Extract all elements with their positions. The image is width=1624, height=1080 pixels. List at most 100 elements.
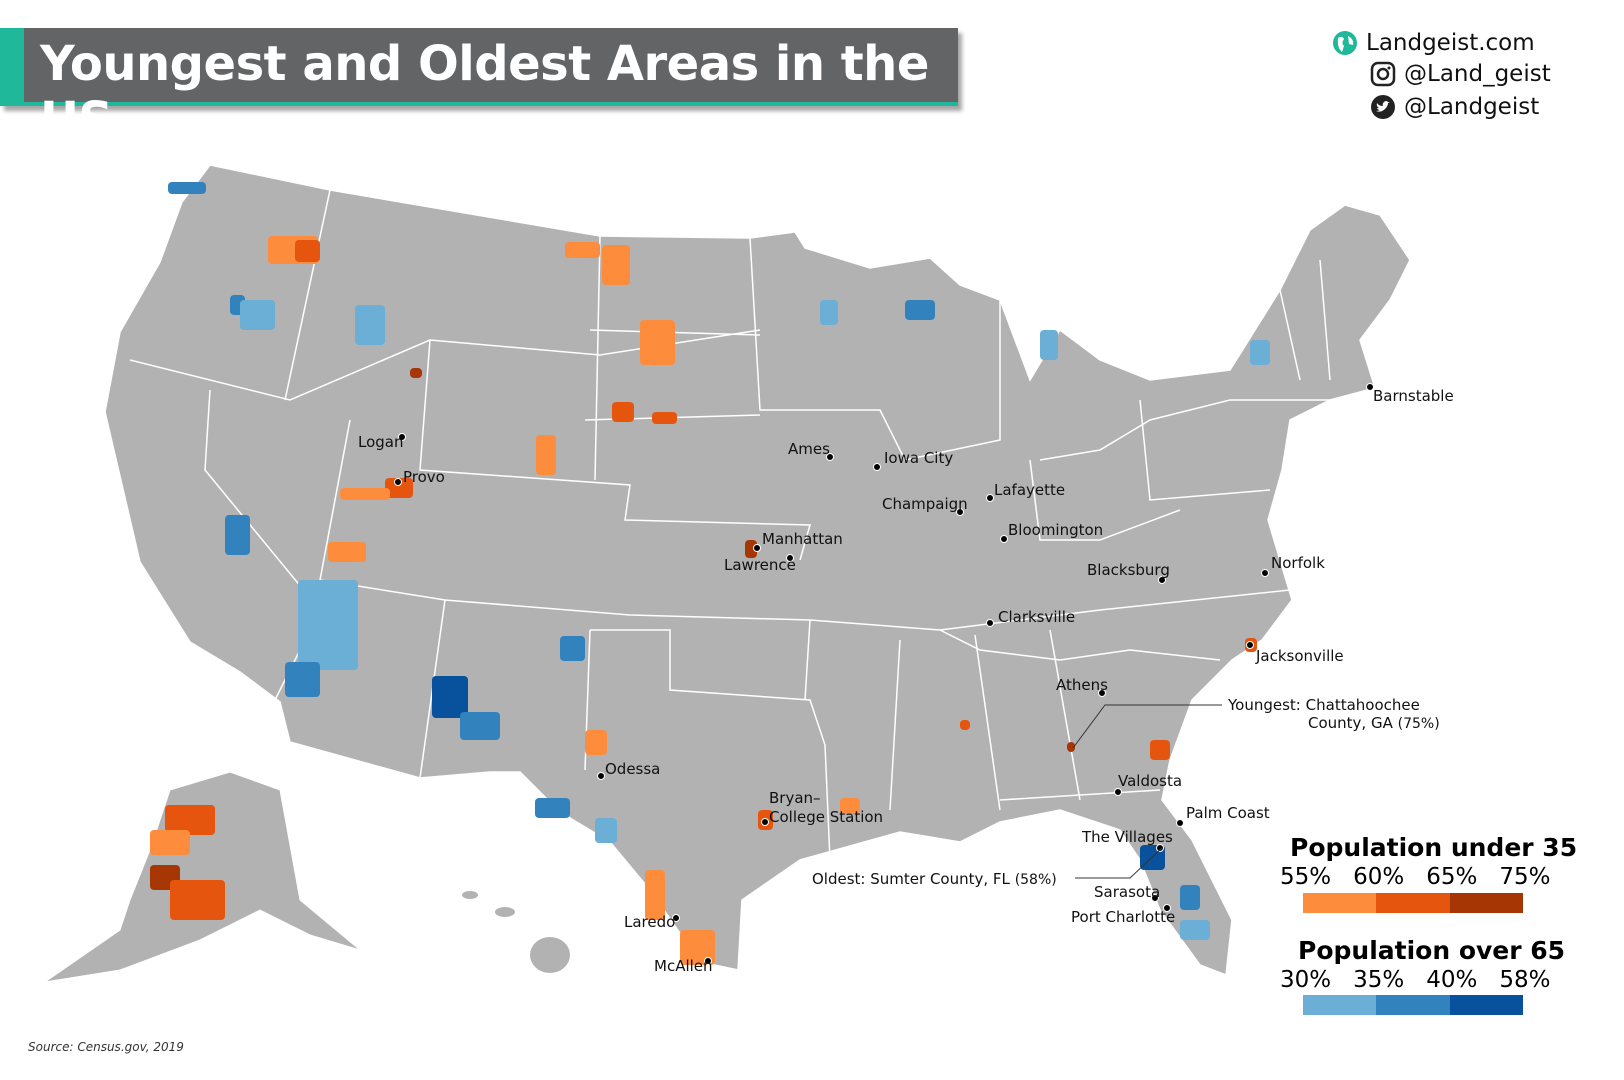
tick: 75%	[1499, 864, 1551, 890]
tick: 55%	[1280, 864, 1332, 890]
city-label: Athens	[1056, 676, 1108, 694]
county-patch	[595, 818, 617, 843]
legend-old-title: Population over 65	[1298, 936, 1566, 965]
city-dot	[826, 453, 834, 461]
county-patches	[150, 182, 1270, 965]
county-patch	[460, 712, 500, 740]
county-patch	[905, 300, 935, 320]
city-dot	[1098, 689, 1106, 697]
county-patch	[165, 805, 215, 835]
city-dot	[1151, 894, 1159, 902]
youngest-name: Chattahoochee	[1306, 696, 1420, 714]
county-patch	[298, 580, 358, 670]
youngest-value: (75%)	[1398, 716, 1440, 732]
twitter-icon	[1371, 95, 1395, 119]
county-patch	[240, 300, 275, 330]
city-label: The Villages	[1081, 828, 1173, 846]
city-label: Barnstable	[1373, 387, 1454, 405]
county-patch	[565, 242, 600, 258]
oldest-label: Oldest:	[812, 870, 865, 888]
tick: 30%	[1280, 967, 1332, 993]
oldest-value: (58%)	[1015, 872, 1057, 888]
city-label: Ames	[788, 440, 830, 458]
city-dot	[394, 478, 402, 486]
tick: 60%	[1353, 864, 1405, 890]
city-label: Port Charlotte	[1071, 908, 1175, 926]
county-patch	[560, 636, 585, 661]
city-label: Jacksonville	[1255, 647, 1344, 665]
city-dot	[398, 433, 406, 441]
county-patch	[225, 515, 250, 555]
legend-young-ticks: 55% 60% 65% 75%	[1280, 864, 1551, 890]
instagram-text: @Land_geist	[1404, 61, 1551, 87]
county-patch	[355, 305, 385, 345]
county-patch	[820, 300, 838, 325]
county-patch	[410, 368, 422, 378]
page-title: Youngest and Oldest Areas in the US	[40, 36, 929, 148]
legend-old-bar	[1303, 995, 1523, 1015]
county-patch	[680, 930, 715, 965]
county-patch	[640, 320, 675, 365]
youngest-label: Youngest:	[1227, 696, 1301, 714]
annotation-leaders	[1072, 704, 1222, 879]
city-dot	[786, 554, 794, 562]
hawaii	[462, 891, 570, 973]
city-dot	[1366, 383, 1374, 391]
city-label: Norfolk	[1271, 554, 1325, 572]
county-patch	[170, 880, 225, 920]
tick: 40%	[1426, 967, 1478, 993]
brand-twitter: @Landgeist	[1370, 94, 1539, 120]
city-label: Bryan–	[769, 789, 821, 807]
county-patch	[1180, 885, 1200, 910]
city-markers: Barnstable Logan Provo Ames Iowa City Lafayet…	[358, 383, 1454, 975]
youngest-name2: County, GA	[1308, 714, 1394, 732]
city-label: Lawrence	[724, 556, 796, 574]
city-dot	[1158, 576, 1166, 584]
alaska	[44, 771, 361, 983]
county-patch	[385, 478, 413, 498]
county-patch	[432, 676, 468, 718]
city-label: Blacksburg	[1087, 561, 1170, 579]
city-dot	[1261, 569, 1269, 577]
brand-website: Landgeist.com	[1332, 30, 1535, 56]
city-dot	[761, 818, 769, 826]
county-patch	[612, 402, 634, 422]
city-dot	[672, 914, 680, 922]
city-dot	[1156, 844, 1164, 852]
city-label: Odessa	[605, 760, 660, 778]
city-dot	[986, 619, 994, 627]
county-patch	[340, 488, 390, 500]
city-dot	[873, 463, 881, 471]
website-text: Landgeist.com	[1366, 30, 1535, 56]
brand-instagram: @Land_geist	[1370, 61, 1551, 87]
svg-text:County, GA (75%): County, GA (75%)	[1308, 714, 1440, 732]
county-patch	[1150, 740, 1170, 760]
county-patch	[328, 542, 366, 562]
city-label: Champaign	[882, 495, 968, 513]
city-dot	[1246, 641, 1254, 649]
county-patch	[645, 870, 665, 920]
city-label: Palm Coast	[1186, 804, 1270, 822]
city-dot	[597, 772, 605, 780]
county-patch	[150, 830, 190, 855]
city-label: McAllen	[654, 957, 713, 975]
city-label: Laredo	[624, 913, 675, 931]
source-note: Source: Census.gov, 2019	[28, 1040, 184, 1054]
county-patch	[960, 720, 970, 730]
county-patch	[745, 540, 757, 558]
city-dot	[1000, 535, 1008, 543]
svg-text:Youngest: Chattahoochee: Youngest: Chattahoochee	[1227, 696, 1420, 714]
city-dot	[1163, 904, 1171, 912]
county-patch	[1250, 340, 1270, 365]
county-patch	[840, 798, 860, 814]
city-label: Provo	[403, 468, 445, 486]
county-patch	[1067, 742, 1075, 752]
city-label: College Station	[769, 808, 883, 826]
instagram-icon	[1370, 61, 1396, 87]
oldest-name: Sumter County, FL	[870, 870, 1010, 888]
county-patch	[295, 240, 320, 262]
tick: 65%	[1426, 864, 1478, 890]
county-patch	[168, 182, 206, 194]
city-label: Bloomington	[1008, 521, 1103, 539]
